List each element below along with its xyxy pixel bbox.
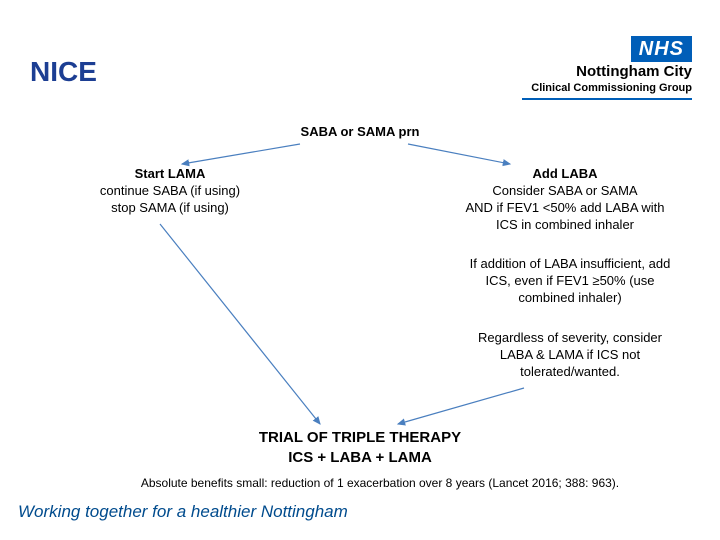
node-heading: Start LAMA: [70, 166, 270, 183]
logo-divider: [522, 98, 692, 100]
node-line: stop SAMA (if using): [70, 200, 270, 217]
node-line: Regardless of severity, consider: [450, 330, 690, 347]
node-text: Absolute benefits small: reduction of 1 …: [100, 476, 660, 492]
node-line: Consider SABA or SAMA: [440, 183, 690, 200]
node-heading: SABA or SAMA prn: [260, 124, 460, 141]
flow-arrow: [408, 144, 510, 164]
node-line: LABA & LAMA if ICS not: [450, 347, 690, 364]
logo-ccg: Clinical Commissioning Group: [522, 82, 692, 94]
flow-arrow: [160, 224, 320, 424]
node-line: combined inhaler): [450, 290, 690, 307]
node-line: tolerated/wanted.: [450, 364, 690, 381]
node-line: If addition of LABA insufficient, add: [450, 256, 690, 273]
node-heading2: ICS + LABA + LAMA: [230, 448, 490, 468]
nhs-logo-block: NHS Nottingham City Clinical Commissioni…: [522, 36, 692, 100]
node-right: Add LABAConsider SABA or SAMAAND if FEV1…: [440, 166, 690, 234]
flow-arrow: [398, 388, 524, 424]
node-r3: Regardless of severity, considerLABA & L…: [450, 330, 690, 381]
node-r2: If addition of LABA insufficient, addICS…: [450, 256, 690, 307]
node-heading: Add LABA: [440, 166, 690, 183]
node-left: Start LAMAcontinue SABA (if using)stop S…: [70, 166, 270, 217]
node-line: AND if FEV1 <50% add LABA with: [440, 200, 690, 217]
page-title: NICE: [30, 56, 97, 88]
flow-arrow: [182, 144, 300, 164]
node-bottom: TRIAL OF TRIPLE THERAPYICS + LABA + LAMA: [230, 428, 490, 467]
node-line: continue SABA (if using): [70, 183, 270, 200]
node-line: ICS in combined inhaler: [440, 217, 690, 234]
node-line: ICS, even if FEV1 ≥50% (use: [450, 273, 690, 290]
node-heading: TRIAL OF TRIPLE THERAPY: [230, 428, 490, 448]
node-top: SABA or SAMA prn: [260, 124, 460, 141]
nhs-badge: NHS: [631, 36, 692, 62]
node-footnote: Absolute benefits small: reduction of 1 …: [100, 476, 660, 492]
footer-tagline: Working together for a healthier Notting…: [18, 502, 348, 522]
logo-city: Nottingham City: [522, 64, 692, 81]
